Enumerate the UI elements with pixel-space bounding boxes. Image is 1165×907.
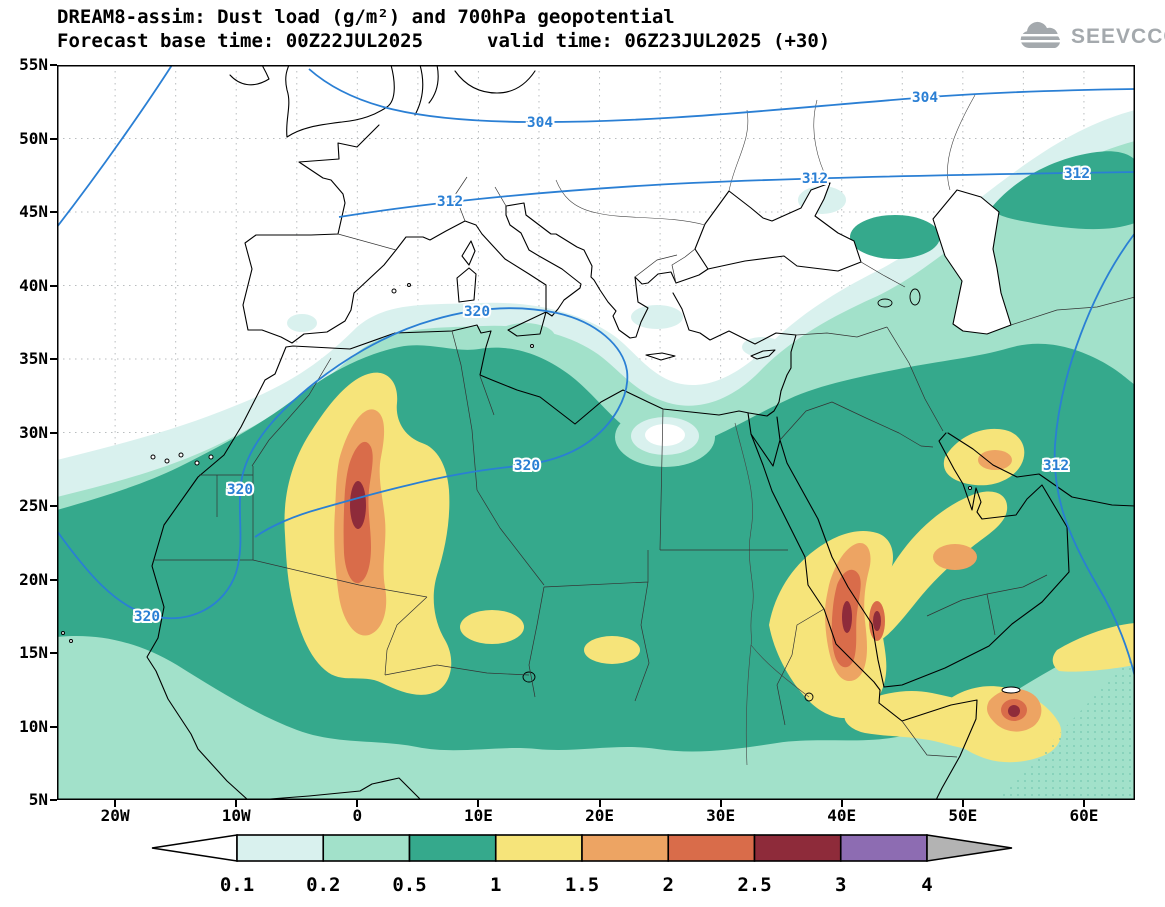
geopotential-label: 320 — [134, 609, 160, 625]
colorbar-segment — [236, 834, 325, 862]
colorbar-tick-label: 3 — [835, 874, 846, 896]
geopotential-contours — [57, 65, 1135, 678]
valid-time: valid time: 06Z23JUL2025 (+30) — [487, 30, 831, 52]
lon-tick-label: 60E — [1069, 806, 1099, 825]
geopotential-label: 312 — [802, 171, 828, 187]
colorbar-segment — [408, 834, 497, 862]
cloud-icon — [1019, 21, 1061, 48]
colorbar-segment — [322, 834, 411, 862]
lat-tick — [50, 211, 57, 213]
lon-tick-label: 50E — [948, 806, 978, 825]
geopotential-label: 320 — [514, 458, 540, 474]
lat-tick — [50, 799, 57, 801]
lat-tick-label: 40N — [19, 275, 48, 295]
lon-tick — [1082, 800, 1085, 807]
geopotential-label: 320 — [227, 482, 253, 498]
coastlines-layer — [61, 65, 1135, 800]
lon-tick — [114, 800, 117, 807]
colorbar-tick-label: 0.1 — [220, 874, 254, 896]
colorbar-tick-label: 2.5 — [737, 874, 771, 896]
map-canvas: 304 304 312 312 312 312 320 320 320 320 — [57, 65, 1135, 800]
lat-tick — [50, 284, 57, 287]
lon-tick — [235, 800, 238, 807]
lat-tick — [50, 431, 57, 434]
lon-tick — [356, 800, 359, 807]
colorbar-segment — [581, 834, 670, 862]
lon-tick-label: 10E — [463, 806, 493, 825]
geopotential-labels: 304 304 312 312 312 312 320 320 320 320 — [132, 88, 1092, 627]
lat-tick — [50, 505, 57, 507]
lat-tick-label: 45N — [19, 202, 48, 221]
country-borders-layer — [153, 176, 1135, 758]
colorbar: 0.1 0.2 0.5 1 1.5 2 2.5 3 4 — [151, 834, 1013, 896]
colorbar-tick-label: 2 — [663, 874, 674, 896]
lat-tick — [50, 652, 57, 654]
colorbar-tick-label: 1 — [490, 874, 501, 896]
colorbar-tick-label: 1.5 — [565, 874, 599, 896]
geopotential-label: 320 — [464, 304, 490, 320]
lon-tick-label: 10W — [221, 806, 251, 825]
geopotential-label: 312 — [1043, 458, 1069, 474]
lat-tick-label: 10N — [19, 716, 48, 736]
forecast-base-time: Forecast base time: 00Z22JUL2025 — [57, 30, 424, 52]
geopotential-label: 304 — [912, 90, 938, 106]
map-border — [57, 65, 1135, 800]
colorbar-arrow — [926, 834, 1013, 862]
lon-tick-label: 20W — [100, 806, 130, 825]
lat-tick — [50, 725, 57, 728]
lat-tick-label: 35N — [19, 349, 48, 368]
lat-tick-label: 50N — [19, 128, 48, 148]
map-frame: 304 304 312 312 312 312 320 320 320 320 — [57, 65, 1135, 800]
lat-tick-label: 5N — [28, 790, 48, 809]
colorbar-tick-label: 4 — [921, 874, 932, 896]
lat-tick-label: 55N — [19, 55, 48, 74]
lon-tick — [719, 800, 722, 807]
page-title: DREAM8-assim: Dust load (g/m²) and 700hP… — [57, 6, 675, 28]
lat-tick — [50, 358, 57, 360]
lon-tick — [477, 800, 480, 807]
lon-tick-label: 30E — [706, 806, 736, 825]
colorbar-tick-label: 0.5 — [392, 874, 426, 896]
lon-tick — [961, 800, 964, 807]
lon-tick-label: 20E — [585, 806, 614, 825]
lat-tick-label: 15N — [19, 643, 48, 662]
colorbar-segment — [667, 834, 756, 862]
seevccc-logo: SEEVCCC — [1016, 20, 1165, 54]
logo-text: SEEVCCC — [1071, 25, 1165, 48]
lat-tick — [50, 137, 57, 140]
lat-tick — [50, 578, 57, 581]
lat-tick-label: 20N — [19, 569, 48, 589]
lon-tick-label: 40E — [827, 806, 857, 825]
colorbar-segment — [494, 834, 583, 862]
lat-tick-label: 25N — [19, 496, 48, 515]
colorbar-segment — [753, 834, 842, 862]
lon-tick-label: 0 — [352, 806, 363, 825]
colorbar-tick-label: 0.2 — [306, 874, 340, 896]
colorbar-segment — [839, 834, 928, 862]
lat-tick — [50, 64, 57, 66]
lon-tick — [840, 800, 843, 807]
geopotential-label: 312 — [1064, 166, 1090, 182]
colorbar-arrow — [151, 834, 238, 862]
lat-tick-label: 30N — [19, 422, 48, 442]
geopotential-label: 304 — [527, 115, 553, 131]
subtitle-row: Forecast base time: 00Z22JUL2025 valid ti… — [57, 30, 830, 52]
geopotential-label: 312 — [437, 194, 463, 210]
lon-tick — [598, 800, 601, 807]
dust-fill-layer — [57, 110, 1135, 800]
